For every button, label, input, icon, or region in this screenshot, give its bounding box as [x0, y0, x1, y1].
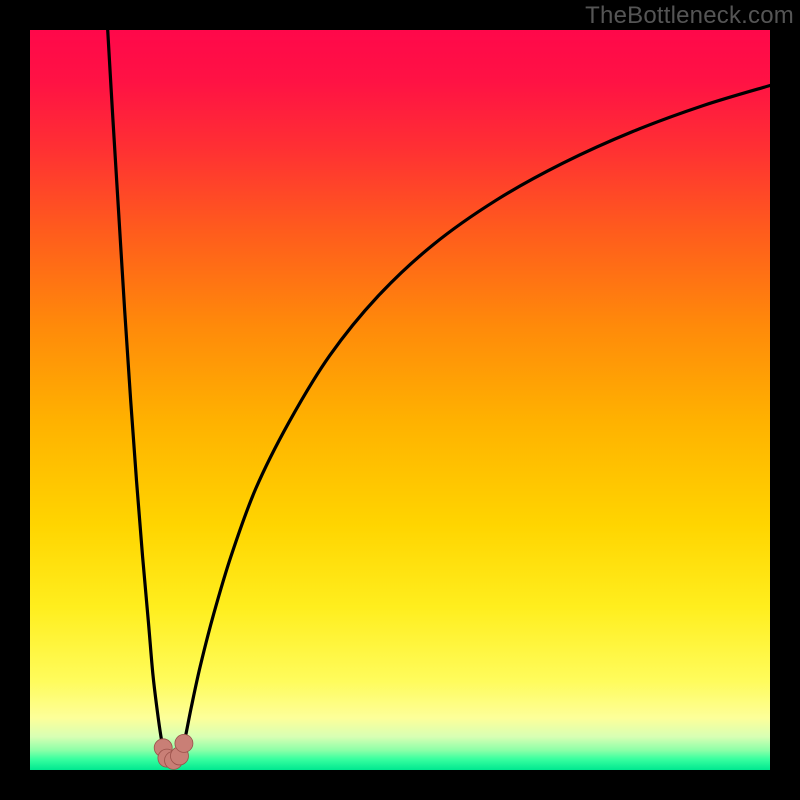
chart-container: TheBottleneck.com	[0, 0, 800, 800]
bottleneck-chart	[0, 0, 800, 800]
watermark-label: TheBottleneck.com	[585, 2, 794, 30]
plot-background	[30, 30, 770, 770]
marker-point	[175, 734, 193, 752]
